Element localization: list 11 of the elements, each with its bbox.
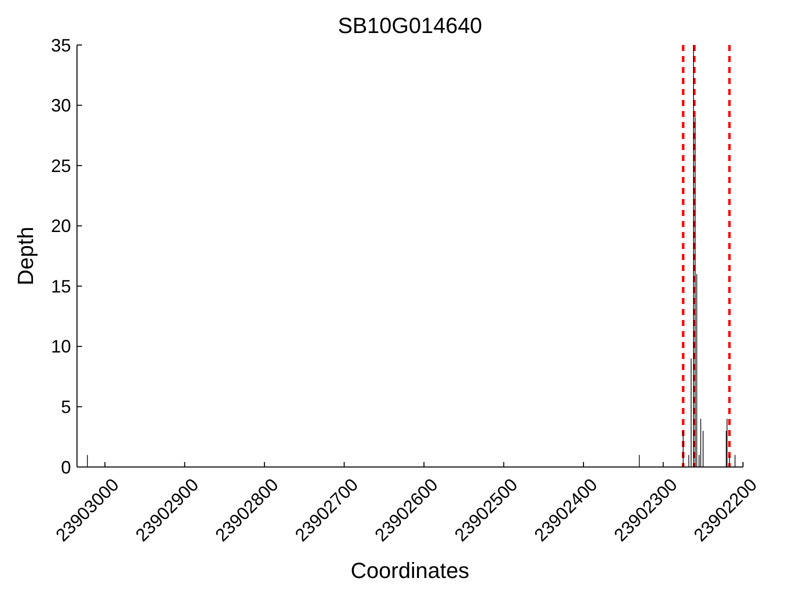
x-axis-title: Coordinates [350, 558, 470, 583]
y-tick-label: 25 [50, 156, 71, 176]
y-axis-title: Depth [13, 226, 38, 286]
y-tick-label: 20 [50, 216, 71, 236]
y-tick-label: 0 [60, 457, 71, 478]
y-tick-label: 30 [50, 96, 71, 116]
y-tick-label: 10 [50, 336, 71, 357]
y-tick-label: 5 [60, 397, 71, 418]
chart-title: SB10G014640 [338, 13, 482, 38]
y-tick-label: 15 [50, 276, 71, 296]
y-tick-label: 35 [50, 35, 71, 56]
